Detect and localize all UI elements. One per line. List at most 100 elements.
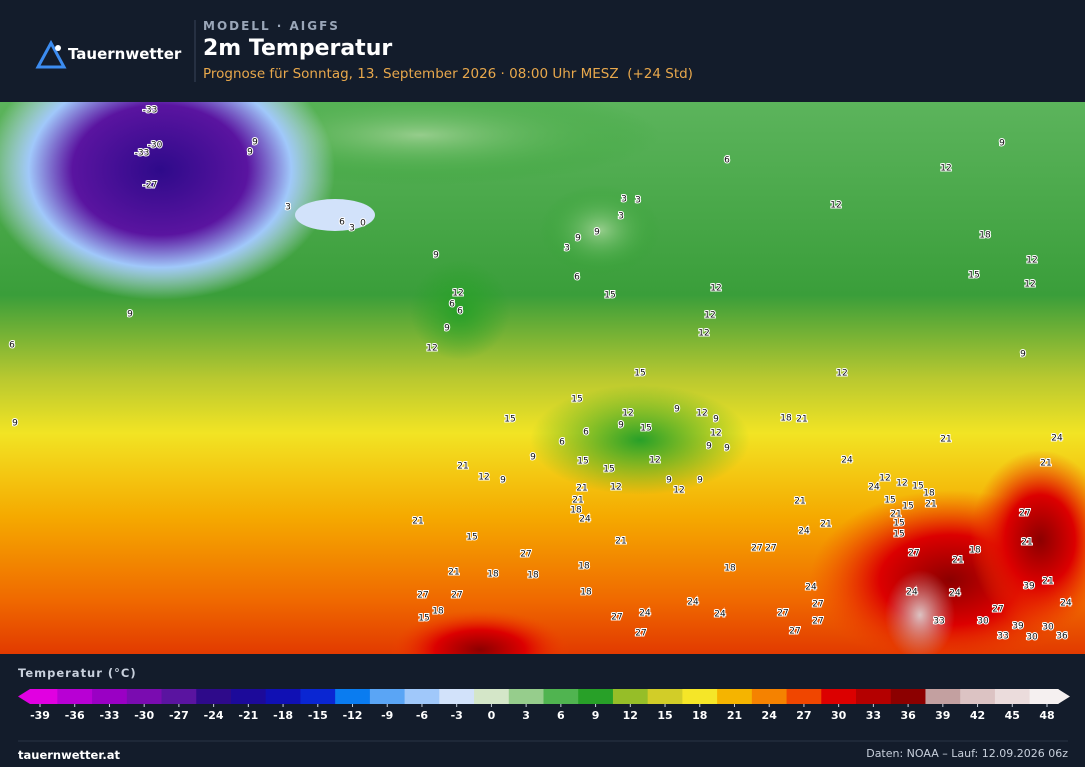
title: 2m Temperatur [203, 36, 392, 61]
map-value-label: 21 [1042, 577, 1053, 587]
colorbar-swatch [543, 689, 579, 704]
colorbar-swatch [960, 689, 996, 704]
map-value-label: 12 [704, 311, 715, 321]
colorbar-tick-label: 18 [692, 709, 707, 722]
map-value-label: 18 [780, 414, 792, 424]
map-value-label: 12 [1026, 256, 1037, 266]
map-value-label: 9 [127, 310, 133, 320]
map-value-label: 12 [830, 201, 841, 211]
colorbar-swatch [647, 689, 683, 704]
map-value-label: 21 [448, 568, 459, 578]
map-value-label: 27 [765, 544, 776, 554]
colorbar-swatch [821, 689, 857, 704]
map-value-label: 21 [820, 520, 831, 530]
map-value-label: 18 [969, 546, 981, 556]
map-value-label: 33 [933, 617, 944, 627]
map-value-label: 3 [635, 196, 641, 206]
colorbar-tick-label: -33 [100, 709, 120, 722]
colorbar-arrow [1058, 689, 1070, 704]
map-value-label: 9 [252, 138, 258, 148]
map-field [885, 570, 955, 654]
map-value-label: 24 [868, 483, 880, 493]
colorbar-tick-label: 6 [557, 709, 565, 722]
map-value-label: 6 [9, 341, 15, 351]
brand: Tauernwetter [68, 45, 182, 63]
map-value-label: -30 [148, 141, 163, 151]
map-value-label: 27 [520, 550, 531, 560]
map-value-label: 9 [247, 148, 253, 158]
map-value-label: 12 [896, 479, 907, 489]
map-value-label: 24 [798, 527, 810, 537]
map-value-label: 15 [466, 533, 477, 543]
colorbar-tick-label: -39 [30, 709, 50, 722]
colorbar-swatch [1029, 689, 1059, 704]
map-value-label: 18 [923, 489, 935, 499]
colorbar-tick-label: 0 [488, 709, 496, 722]
map-value-label: 24 [579, 515, 591, 525]
map-value-label: 36 [1056, 632, 1068, 642]
map-value-label: 15 [634, 369, 645, 379]
colorbar-swatch [682, 689, 718, 704]
map-value-label: 12 [622, 409, 633, 419]
map-value-label: 3 [618, 212, 624, 222]
map-value-label: 21 [572, 496, 583, 506]
map-value-label: 12 [940, 164, 951, 174]
colorbar-swatch [404, 689, 440, 704]
colorbar-swatch [578, 689, 614, 704]
colorbar-tick-label: 36 [900, 709, 916, 722]
map-value-label: 15 [640, 424, 651, 434]
colorbar-tick-label: 15 [657, 709, 672, 722]
map-field [540, 185, 660, 275]
map-value-label: 12 [710, 284, 721, 294]
map-value-label: 9 [713, 415, 719, 425]
map-value-label: 21 [1021, 538, 1032, 548]
map-value-label: 27 [417, 591, 428, 601]
colorbar-swatch [230, 689, 267, 704]
map-value-label: 9 [697, 476, 703, 486]
colorbar-swatch [994, 689, 1031, 704]
map-value-label: -33 [135, 149, 150, 159]
map-value-label: 18 [578, 562, 590, 572]
map-value-label: 12 [426, 344, 437, 354]
header-bar [0, 0, 1085, 102]
colorbar-swatch [786, 689, 822, 704]
subtitle: Prognose für Sonntag, 13. September 2026… [203, 66, 693, 82]
colorbar-tick-label: -18 [273, 709, 293, 722]
map-value-label: 15 [504, 415, 515, 425]
map-value-label: 9 [1020, 350, 1026, 360]
map-value-label: -33 [143, 106, 158, 116]
map-value-label: 9 [999, 139, 1005, 149]
map-value-label: 27 [611, 613, 622, 623]
map-value-label: 21 [940, 435, 951, 445]
map-value-label: 6 [724, 156, 730, 166]
map-value-label: 9 [706, 442, 712, 452]
map-value-label: 6 [559, 438, 565, 448]
colorbar-tick-label: -24 [204, 709, 224, 722]
map-value-label: 9 [594, 228, 600, 238]
map-value-label: 39 [1023, 582, 1035, 592]
map-value-label: 24 [714, 610, 726, 620]
logo-icon [35, 39, 67, 69]
map-value-label: 15 [418, 614, 429, 624]
colorbar-tick-label: 12 [623, 709, 638, 722]
map-value-label: 12 [1024, 280, 1035, 290]
colorbar-tick-label: 24 [762, 709, 778, 722]
map-value-label: 27 [451, 591, 462, 601]
map-value-label: 3 [621, 195, 627, 205]
map-value-label: 6 [457, 307, 463, 317]
map-value-label: 12 [649, 456, 660, 466]
map-value-label: 15 [884, 496, 895, 506]
map-value-label: 24 [949, 589, 961, 599]
map-value-label: 12 [879, 474, 890, 484]
map-value-label: 9 [530, 453, 536, 463]
colorbar: -39 -36 -33 -30 -27 -24 -21 -18 -15 -12 -9 -6 -3 0 3 6 9… [18, 689, 1070, 722]
map-value-label: 15 [893, 530, 904, 540]
colorbar-swatch [474, 689, 510, 704]
map-value-label: 30 [977, 617, 989, 627]
map-value-label: 9 [500, 476, 506, 486]
colorbar-tick-label: -30 [134, 709, 154, 722]
map-value-label: 9 [666, 476, 672, 486]
colorbar-tick-label: -21 [238, 709, 258, 722]
